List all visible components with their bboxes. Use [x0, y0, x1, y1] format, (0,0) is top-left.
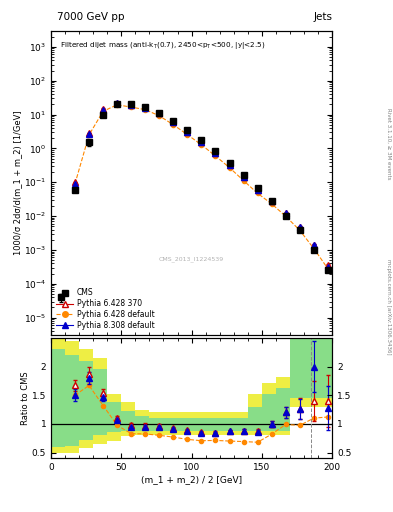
Text: Rivet 3.1.10, ≥ 3M events: Rivet 3.1.10, ≥ 3M events [386, 108, 391, 179]
Text: Filtered dijet mass (anti-k$_\mathrm{T}$(0.7), 2450<p$_\mathrm{T}$<500, |y|<2.5): Filtered dijet mass (anti-k$_\mathrm{T}$… [59, 40, 265, 51]
Y-axis label: 1000/σ 2dσ/d(m_1 + m_2) [1/GeV]: 1000/σ 2dσ/d(m_1 + m_2) [1/GeV] [13, 111, 22, 255]
Text: Jets: Jets [313, 11, 332, 22]
Text: mcplots.cern.ch [arXiv:1306.3436]: mcplots.cern.ch [arXiv:1306.3436] [386, 260, 391, 355]
Text: CMS_2013_I1224539: CMS_2013_I1224539 [159, 257, 224, 262]
Y-axis label: Ratio to CMS: Ratio to CMS [22, 371, 31, 425]
X-axis label: (m_1 + m_2) / 2 [GeV]: (m_1 + m_2) / 2 [GeV] [141, 475, 242, 484]
Text: 7000 GeV pp: 7000 GeV pp [57, 11, 125, 22]
Legend: CMS, Pythia 6.428 370, Pythia 6.428 default, Pythia 8.308 default: CMS, Pythia 6.428 370, Pythia 6.428 defa… [55, 287, 156, 332]
